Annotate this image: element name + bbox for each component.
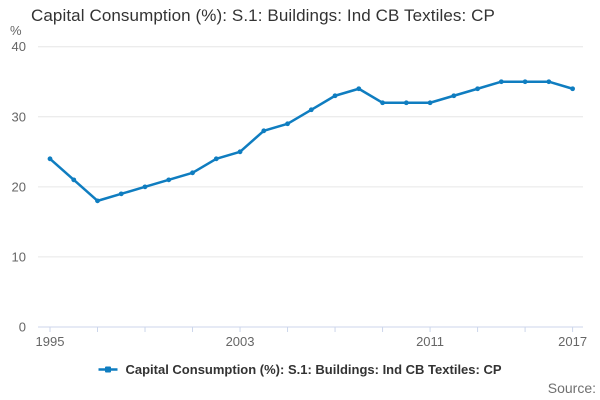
y-axis-tick-label: 20 — [12, 179, 26, 194]
data-point-marker[interactable] — [47, 156, 53, 162]
y-axis-unit-label: % — [10, 23, 22, 38]
data-point-marker[interactable] — [190, 170, 195, 176]
legend: Capital Consumption (%): S.1: Buildings:… — [0, 362, 600, 377]
x-axis-tick-label: 2011 — [416, 334, 444, 349]
data-point-marker[interactable] — [166, 177, 172, 183]
data-point-marker[interactable] — [546, 79, 552, 85]
source-label: Source: — [547, 380, 596, 396]
y-axis-tick-label: 40 — [12, 39, 26, 54]
x-axis-tick-label: 2003 — [226, 334, 255, 349]
line-chart-plot-area: 0 10 20 30 40 1995 2003 2011 2017 — [12, 39, 588, 349]
legend-series-label: Capital Consumption (%): S.1: Buildings:… — [125, 362, 502, 377]
legend-series-marker-icon — [98, 366, 118, 373]
x-axis-tick-label: 1995 — [36, 334, 65, 349]
data-point-marker[interactable] — [522, 79, 528, 85]
data-point-marker[interactable] — [95, 198, 100, 204]
data-point-marker[interactable] — [261, 128, 267, 134]
data-point-marker[interactable] — [427, 100, 433, 106]
data-point-marker[interactable] — [308, 107, 314, 113]
y-axis-tick-label: 10 — [12, 249, 26, 264]
data-point-marker[interactable] — [451, 93, 457, 99]
data-point-marker[interactable] — [118, 191, 124, 197]
data-point-marker[interactable] — [237, 149, 243, 155]
data-point-marker[interactable] — [570, 86, 575, 92]
data-point-marker[interactable] — [332, 93, 338, 99]
chart-title: Capital Consumption (%): S.1: Buildings:… — [31, 6, 495, 25]
data-point-marker[interactable] — [356, 86, 362, 92]
series-line — [48, 80, 574, 203]
data-point-marker[interactable] — [475, 86, 480, 92]
y-axis-tick-label: 0 — [19, 320, 26, 335]
data-point-marker[interactable] — [71, 177, 77, 183]
data-point-marker[interactable] — [498, 79, 504, 85]
data-point-marker[interactable] — [403, 100, 409, 106]
data-point-marker[interactable] — [142, 184, 148, 190]
legend-item[interactable]: Capital Consumption (%): S.1: Buildings:… — [98, 362, 502, 377]
data-point-marker[interactable] — [380, 100, 385, 106]
data-point-marker[interactable] — [213, 156, 219, 162]
x-axis-tick-label: 2017 — [558, 334, 587, 349]
data-point-marker[interactable] — [285, 121, 290, 127]
y-axis-tick-label: 30 — [12, 109, 26, 124]
